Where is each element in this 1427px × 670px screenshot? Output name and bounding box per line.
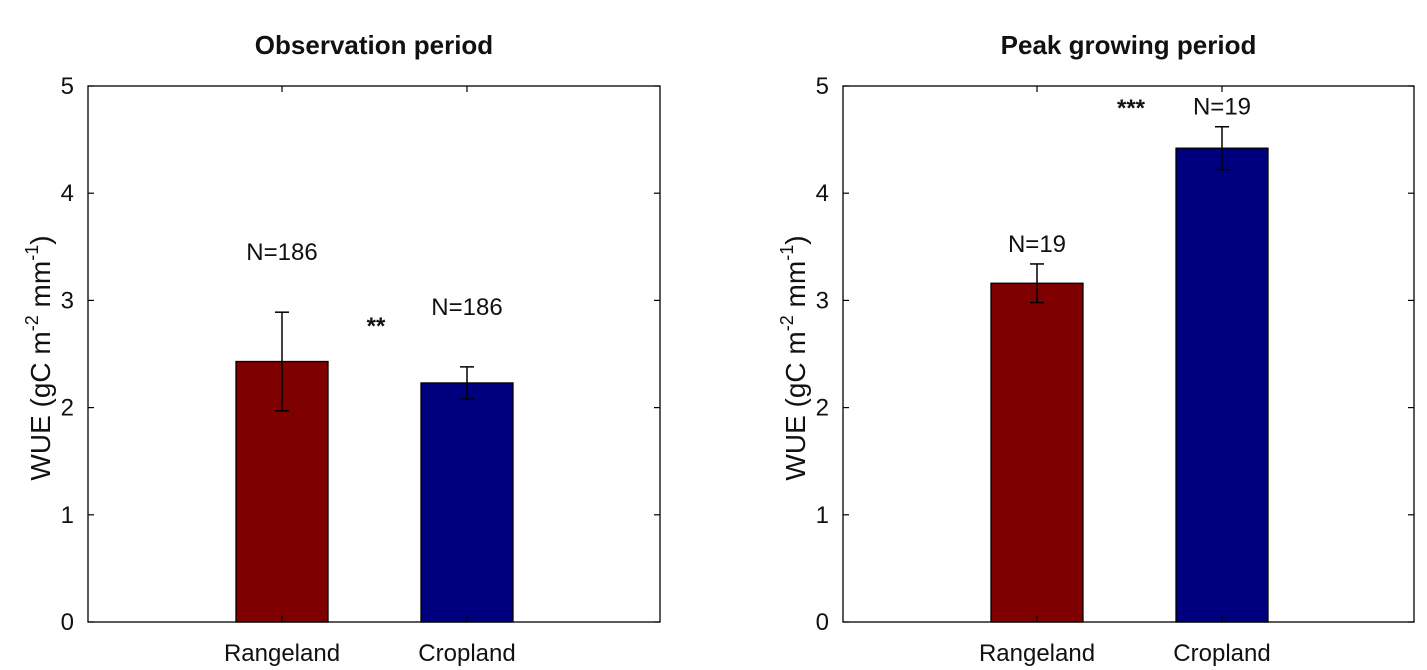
- axes-box: [87, 85, 661, 623]
- chart-panel-1: Observation period 0 1 2 3 4 5 Rangeland Croplan…: [22, 30, 661, 667]
- error-bar-rangeland: [1030, 263, 1044, 304]
- y-tick-label: 2: [816, 395, 829, 422]
- y-axis-label: WUE (gC m-2 mm-1): [777, 235, 811, 480]
- chart-panel-2: Peak growing period 0 1 2 3 4 5 Rangeland Cropla…: [777, 30, 1415, 667]
- axes-box: [842, 85, 1415, 623]
- y-tick-label: 1: [816, 502, 829, 529]
- x-tick-label: Cropland: [418, 640, 515, 667]
- x-tick-label: Cropland: [1173, 640, 1270, 667]
- n-label: N=186: [246, 239, 317, 266]
- chart-title: Peak growing period: [1001, 30, 1257, 60]
- bar-cropland: [1175, 147, 1269, 623]
- y-tick-label: 1: [61, 502, 74, 529]
- n-label: N=186: [431, 294, 502, 321]
- n-label: N=19: [1193, 94, 1251, 121]
- y-tick-label: 4: [61, 180, 74, 207]
- y-tick-label: 5: [61, 73, 74, 100]
- bar-cropland: [420, 382, 514, 623]
- significance-label: ***: [1117, 95, 1146, 122]
- y-tick-label: 2: [61, 395, 74, 422]
- chart-title: Observation period: [255, 30, 493, 60]
- bar-rangeland: [990, 282, 1084, 623]
- n-label: N=19: [1008, 231, 1066, 258]
- error-bar-cropland: [460, 366, 474, 400]
- x-tick-label: Rangeland: [979, 640, 1095, 667]
- error-bar-cropland: [1215, 125, 1229, 171]
- x-tick-label: Rangeland: [224, 640, 340, 667]
- y-tick-label: 3: [61, 287, 74, 314]
- y-tick-label: 4: [816, 180, 829, 207]
- y-tick-label: 5: [816, 73, 829, 100]
- y-tick-label: 0: [816, 609, 829, 636]
- y-tick-label: 3: [816, 287, 829, 314]
- significance-label: **: [367, 313, 386, 340]
- y-tick-label: 0: [61, 609, 74, 636]
- y-axis-label: WUE (gC m-2 mm-1): [22, 235, 56, 480]
- error-bar-rangeland: [275, 311, 289, 412]
